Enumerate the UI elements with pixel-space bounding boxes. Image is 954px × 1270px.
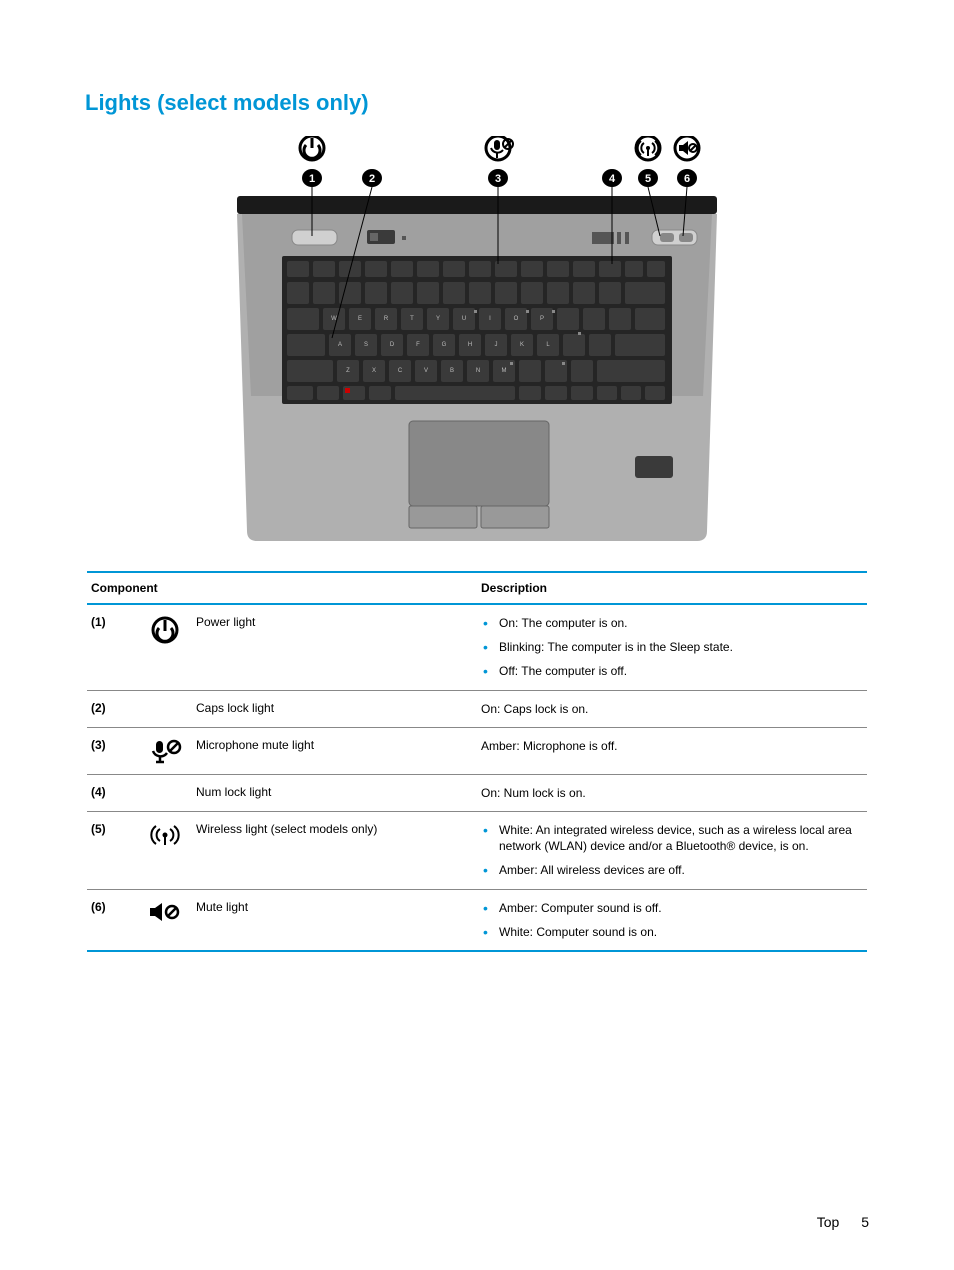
description-item: Off: The computer is off. <box>481 663 863 679</box>
svg-text:D: D <box>390 342 395 348</box>
component-name: Wireless light (select models only) <box>192 811 477 889</box>
table-row: (1) Power lightOn: The computer is on. Bli… <box>87 604 867 690</box>
section-title: Lights (select models only) <box>85 90 869 116</box>
component-description: On: Num lock is on. <box>477 774 867 811</box>
svg-text:E: E <box>358 316 362 322</box>
table-row: (4) Num lock lightOn: Num lock is on. <box>87 774 867 811</box>
wireless-icon <box>137 811 192 889</box>
description-item: On: The computer is on. <box>481 615 863 631</box>
svg-text:4: 4 <box>609 173 616 185</box>
component-description: Amber: Computer sound is off. White: Comp… <box>477 889 867 951</box>
no-icon <box>137 690 192 727</box>
laptop-diagram: 1 2 3 4 5 6 <box>85 136 869 546</box>
svg-text:T: T <box>410 316 414 322</box>
svg-text:N: N <box>476 368 480 374</box>
svg-text:B: B <box>450 368 454 374</box>
row-number: (5) <box>87 811 137 889</box>
row-number: (1) <box>87 604 137 690</box>
header-description: Description <box>477 572 867 604</box>
row-number: (4) <box>87 774 137 811</box>
page-footer: Top 5 <box>817 1214 869 1230</box>
table-row: (3) Microphone mute lightAmber: Microphon… <box>87 727 867 774</box>
svg-text:H: H <box>468 342 472 348</box>
no-icon <box>137 774 192 811</box>
svg-text:R: R <box>384 316 389 322</box>
svg-text:S: S <box>364 342 368 348</box>
svg-text:O: O <box>514 316 519 322</box>
mute-icon <box>137 889 192 951</box>
svg-text:U: U <box>462 316 466 322</box>
svg-text:2: 2 <box>369 173 375 185</box>
component-name: Num lock light <box>192 774 477 811</box>
row-number: (3) <box>87 727 137 774</box>
footer-section: Top <box>817 1214 840 1230</box>
mic-mute-icon <box>137 727 192 774</box>
header-component: Component <box>87 572 477 604</box>
svg-text:M: M <box>502 368 507 374</box>
svg-text:J: J <box>495 342 498 348</box>
svg-text:Y: Y <box>436 316 440 322</box>
component-name: Mute light <box>192 889 477 951</box>
row-number: (2) <box>87 690 137 727</box>
component-name: Power light <box>192 604 477 690</box>
components-table: Component Description (1)Power lightOn: … <box>87 571 867 952</box>
row-number: (6) <box>87 889 137 951</box>
svg-text:6: 6 <box>684 173 690 185</box>
svg-text:P: P <box>540 316 544 322</box>
description-item: Amber: Computer sound is off. <box>481 900 863 916</box>
svg-text:F: F <box>416 342 420 348</box>
table-row: (5) Wireless light (select models only)Wh… <box>87 811 867 889</box>
svg-text:G: G <box>442 342 447 348</box>
component-description: White: An integrated wireless device, su… <box>477 811 867 889</box>
description-item: Blinking: The computer is in the Sleep s… <box>481 639 863 655</box>
svg-text:5: 5 <box>645 173 651 185</box>
description-item: Amber: All wireless devices are off. <box>481 862 863 878</box>
component-description: On: The computer is on. Blinking: The com… <box>477 604 867 690</box>
component-name: Microphone mute light <box>192 727 477 774</box>
table-row: (6) Mute lightAmber: Computer sound is of… <box>87 889 867 951</box>
table-row: (2) Caps lock lightOn: Caps lock is on. <box>87 690 867 727</box>
component-description: On: Caps lock is on. <box>477 690 867 727</box>
svg-text:V: V <box>424 368 428 374</box>
svg-text:C: C <box>398 368 403 374</box>
description-item: White: An integrated wireless device, su… <box>481 822 863 854</box>
svg-text:K: K <box>520 342 524 348</box>
svg-text:3: 3 <box>495 173 501 185</box>
svg-text:A: A <box>338 342 342 348</box>
svg-text:Z: Z <box>346 368 350 374</box>
description-item: White: Computer sound is on. <box>481 924 863 940</box>
footer-page-number: 5 <box>861 1214 869 1230</box>
svg-text:X: X <box>372 368 376 374</box>
svg-text:1: 1 <box>309 173 315 185</box>
power-icon <box>137 604 192 690</box>
component-name: Caps lock light <box>192 690 477 727</box>
component-description: Amber: Microphone is off. <box>477 727 867 774</box>
